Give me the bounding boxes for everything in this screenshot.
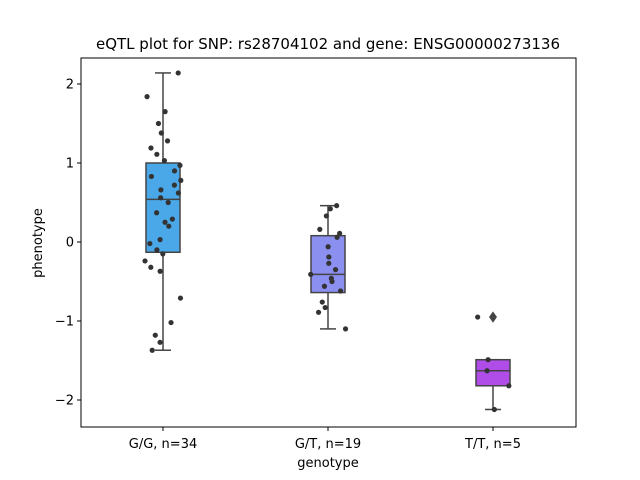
- data-point: [154, 247, 160, 253]
- data-point: [157, 237, 163, 243]
- y-axis-title: phenotype: [31, 208, 46, 278]
- data-point: [334, 234, 340, 240]
- data-point: [342, 326, 349, 332]
- y-tick-label: 2: [66, 78, 74, 93]
- data-point: [158, 130, 164, 136]
- data-point: [326, 254, 332, 260]
- data-point: [161, 158, 168, 164]
- data-point: [485, 357, 491, 363]
- data-point: [308, 271, 314, 277]
- chart-title: eQTL plot for SNP: rs28704102 and gene: …: [96, 35, 560, 53]
- data-point: [144, 94, 150, 100]
- data-point: [148, 145, 154, 151]
- data-point: [322, 304, 328, 311]
- point-layer: [142, 70, 512, 413]
- data-point: [152, 332, 158, 338]
- data-point: [171, 168, 178, 174]
- box-iqr: [475, 358, 511, 387]
- data-point: [177, 162, 183, 168]
- data-point: [157, 339, 163, 345]
- data-point: [149, 347, 155, 353]
- y-tick-label: −2: [55, 394, 74, 409]
- data-point: [484, 368, 490, 374]
- data-point: [506, 383, 512, 389]
- data-point: [155, 120, 162, 127]
- data-point: [154, 151, 160, 157]
- data-point: [160, 251, 166, 257]
- data-point: [175, 70, 181, 76]
- x-tick-label: G/T, n=19: [295, 437, 361, 452]
- data-point: [177, 295, 184, 301]
- data-point: [171, 182, 177, 188]
- data-point: [334, 203, 340, 209]
- data-point: [147, 240, 153, 247]
- y-axis: 2 1 0 −1 −2: [55, 78, 81, 409]
- data-point: [178, 177, 184, 183]
- x-axis: G/G, n=34 G/T, n=19 T/T, n=5: [129, 427, 521, 452]
- data-point: [337, 288, 344, 294]
- data-point: [162, 219, 168, 225]
- y-tick-label: 0: [66, 236, 74, 251]
- data-point: [165, 199, 171, 206]
- data-point: [319, 299, 325, 305]
- data-point: [315, 309, 322, 315]
- data-point: [327, 206, 333, 212]
- data-point: [325, 244, 331, 250]
- data-point: [158, 187, 164, 193]
- data-point: [157, 268, 163, 274]
- data-point: [158, 195, 164, 201]
- data-point: [162, 109, 168, 115]
- data-point: [166, 223, 172, 229]
- data-point: [168, 319, 174, 326]
- data-point: [169, 216, 175, 222]
- data-point: [164, 138, 171, 144]
- data-point: [148, 173, 155, 180]
- data-point: [491, 406, 497, 413]
- x-tick-label: G/G, n=34: [129, 437, 197, 452]
- data-point: [154, 210, 160, 216]
- data-point: [142, 258, 148, 264]
- data-point: [317, 226, 323, 232]
- data-point: [321, 283, 328, 289]
- y-tick-label: −1: [55, 315, 74, 330]
- y-tick-label: 1: [66, 157, 74, 172]
- data-point: [148, 264, 154, 270]
- data-point: [332, 267, 339, 273]
- data-point: [475, 314, 481, 320]
- data-point: [326, 260, 332, 266]
- data-point: [329, 278, 335, 285]
- data-point: [337, 230, 343, 236]
- outlier-marker: [489, 311, 497, 323]
- x-axis-title: genotype: [297, 456, 358, 471]
- x-tick-label: T/T, n=5: [464, 437, 521, 452]
- data-point: [175, 190, 181, 196]
- box-layer: [145, 72, 511, 411]
- data-point: [323, 213, 329, 219]
